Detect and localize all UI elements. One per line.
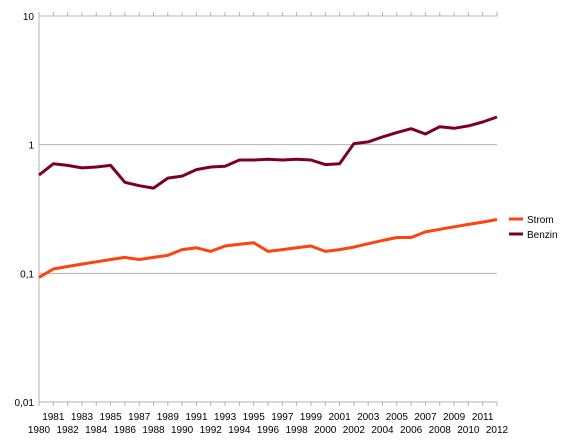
x-tick-label: 1985 (99, 412, 122, 423)
y-tick-label: 10 (23, 12, 35, 23)
x-tick-label: 1982 (57, 425, 80, 436)
x-tick-label: 1994 (228, 425, 251, 436)
x-tick-label: 1992 (200, 425, 223, 436)
x-tick-label: 1989 (157, 412, 180, 423)
x-tick-label: 1991 (185, 412, 208, 423)
x-tick-label: 2004 (371, 425, 394, 436)
series-line-strom (38, 218, 498, 279)
x-tick-label: 2001 (328, 412, 351, 423)
x-tick-label: 2002 (343, 425, 366, 436)
x-tick-label: 1983 (71, 412, 94, 423)
x-tick-label: 1987 (128, 412, 151, 423)
x-tick-label: 2003 (357, 412, 380, 423)
x-tick-label: 1998 (286, 425, 309, 436)
x-tick-label: 2009 (443, 412, 466, 423)
x-tick-label: 1997 (271, 412, 294, 423)
x-tick-label: 2005 (386, 412, 409, 423)
legend-label: Benzin (527, 230, 558, 241)
x-tick-label: 1986 (114, 425, 137, 436)
legend: Strom Benzin (509, 215, 558, 241)
x-tick-label: 1984 (85, 425, 108, 436)
x-tick-label: 2007 (414, 412, 437, 423)
x-tick-label: 1981 (42, 412, 65, 423)
y-tick-label: 0,01 (15, 398, 35, 409)
x-tick-label: 1993 (214, 412, 237, 423)
x-tick-label: 1995 (243, 412, 266, 423)
y-tick-label: 1 (28, 141, 34, 152)
y-tick-labels: 0,01 0,1 1 10 (15, 12, 35, 409)
x-tick-label: 1980 (28, 425, 51, 436)
legend-label: Strom (527, 215, 554, 226)
x-tick-label: 1988 (142, 425, 165, 436)
series-line-benzin (38, 115, 498, 190)
x-tick-label: 2006 (400, 425, 423, 436)
x-tick-label: 2008 (429, 425, 452, 436)
x-tick-label: 2010 (457, 425, 480, 436)
x-tick-label: 2011 (472, 412, 494, 423)
x-tick-label: 2012 (486, 425, 509, 436)
x-tick-label: 1999 (300, 412, 323, 423)
x-tick-label: 2000 (314, 425, 337, 436)
y-tick-label: 0,1 (20, 269, 34, 280)
gridlines (38, 12, 498, 406)
x-tick-label: 1990 (171, 425, 194, 436)
series-lines (38, 115, 498, 279)
x-tick-labels: 1980 1981 1982 1983 1984 1985 1986 1987 1988 1989… (28, 412, 509, 436)
x-tick-label: 1996 (257, 425, 280, 436)
